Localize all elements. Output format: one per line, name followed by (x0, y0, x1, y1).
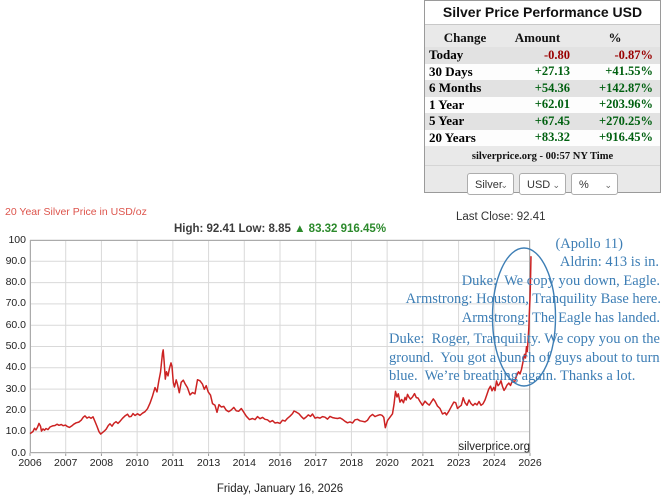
table-cell: +83.32 (534, 130, 570, 145)
annotation-ellipse (491, 247, 557, 387)
panel-title: Silver Price Performance USD (425, 1, 660, 25)
performance-table-body: Today -0.80 -0.87% 30 Days +27.13 +41.55% 6 Mo… (425, 47, 660, 146)
y-tick-label: 60.0 (5, 318, 26, 331)
metal-select-value: Silver (475, 179, 503, 191)
column-change: Change (443, 29, 487, 45)
table-cell: +142.87% (599, 80, 653, 95)
date-label: Friday, January 16, 2026 (216, 483, 344, 495)
x-tick-label: 2024 (482, 457, 506, 469)
table-header: Change Amount % (425, 28, 660, 47)
y-tick-label: 20.0 (5, 403, 26, 416)
table-cell: 30 Days (429, 63, 473, 79)
x-tick-label: 2006 (18, 457, 42, 469)
column-amount: Amount (514, 29, 561, 45)
x-tick-label: 2014 (232, 457, 256, 469)
chart-title: 20 Year Silver Price in USD/oz (5, 206, 147, 218)
y-tick-label: 50.0 (5, 340, 26, 352)
x-tick-label: 2018 (339, 457, 364, 469)
table-cell: 1 Year (429, 96, 465, 112)
y-tick-label: 40.0 (5, 361, 26, 374)
currency-select[interactable]: USD ⌄ (519, 173, 566, 195)
x-tick-label: 2017 (304, 457, 328, 469)
unit-selectors: Silver ⌄ USD ⌄ % ⌄ (425, 166, 660, 195)
annotation-line: Duke: Roger, Tranquility. We copy you on… (389, 331, 660, 347)
table-row: Today -0.80 -0.87% (425, 47, 660, 64)
annotation-line: (Apollo 11) (555, 236, 623, 252)
x-tick-label: 2013 (196, 457, 221, 469)
table-cell: +67.45 (534, 113, 570, 128)
table-cell: 5 Year (429, 113, 465, 129)
y-tick-label: 90.0 (5, 254, 26, 267)
table-row: 6 Months +54.36 +142.87% (425, 80, 660, 97)
high-low-text: High: 92.41 Low: 8.85 (173, 223, 295, 235)
table-row: 5 Year +67.45 +270.25% (425, 113, 660, 130)
table-row: 30 Days +27.13 +41.55% (425, 63, 660, 80)
table-cell: +916.45% (599, 130, 653, 145)
table-row: 1 Year +62.01 +203.96% (425, 96, 660, 113)
annotation-line: Armstrong: The Eagle has landed. (461, 309, 660, 326)
x-tick-label: 2026 (518, 457, 542, 469)
column-percent: % (608, 29, 622, 45)
x-tick-label: 2010 (125, 457, 149, 469)
y-tick-label: 100 (8, 233, 26, 246)
x-tick-label: 2007 (54, 457, 78, 469)
currency-select-value: USD (527, 179, 551, 191)
table-cell: +54.36 (534, 80, 570, 95)
performance-panel: Silver Price Performance USD Change Amou… (424, 0, 661, 195)
annotation-line: Duke: We copy you down, Eagle. (461, 272, 660, 289)
unit-select[interactable]: % ⌄ (571, 173, 618, 195)
annotation-line: blue. We’re breathing again. Thanks a lo… (389, 368, 636, 384)
high-low-line: High: 92.41 Low: 8.85 ▲ 83.32 916.45% (30, 223, 530, 235)
table-cell: -0.80 (543, 47, 570, 62)
table-cell: -0.87% (614, 47, 653, 62)
x-tick-label: 2016 (268, 457, 292, 469)
table-cell: +62.01 (534, 97, 570, 112)
price-line (29, 256, 532, 435)
annotation-line: Armstrong: Houston, Tranquility Base her… (405, 291, 661, 307)
last-close-label: Last Close: 92.41 (456, 211, 546, 223)
table-cell: Today (429, 47, 464, 63)
panel-footer: silverprice.org - 00:57 NY Time (425, 149, 660, 166)
y-tick-label: 80.0 (5, 276, 26, 289)
y-tick-label: 10.0 (5, 425, 26, 438)
y-tick-label: 30.0 (5, 382, 26, 395)
x-tick-label: 2023 (446, 457, 471, 469)
price-chart-svg (29, 239, 532, 456)
table-cell: +270.25% (599, 113, 653, 128)
annotation-line: ground. You got a bunch of guys about to… (389, 349, 660, 366)
x-tick-label: 2020 (375, 457, 399, 469)
table-row: 20 Years +83.32 +916.45% (425, 129, 660, 146)
x-tick-label: 2008 (89, 457, 114, 469)
chevron-down-icon: ⌄ (552, 180, 560, 190)
x-tick-label: 2021 (411, 457, 435, 469)
y-tick-label: 0.0 (11, 446, 26, 459)
table-cell: +27.13 (534, 64, 570, 79)
table-cell: 6 Months (429, 80, 482, 96)
watermark: silverprice.org (458, 441, 530, 453)
table-cell: 20 Years (429, 129, 476, 145)
metal-select[interactable]: Silver ⌄ (467, 173, 514, 195)
table-cell: +203.96% (599, 97, 653, 112)
change-up-text: ▲ 83.32 916.45% (294, 223, 387, 235)
table-cell: +41.55% (605, 64, 653, 79)
chevron-down-icon: ⌄ (500, 180, 508, 190)
x-tick-label: 2011 (161, 457, 185, 469)
chevron-down-icon: ⌄ (604, 180, 612, 190)
y-tick-label: 70.0 (5, 297, 26, 310)
unit-select-value: % (579, 179, 589, 191)
annotation-line: Aldrin: 413 is in. (559, 254, 659, 270)
